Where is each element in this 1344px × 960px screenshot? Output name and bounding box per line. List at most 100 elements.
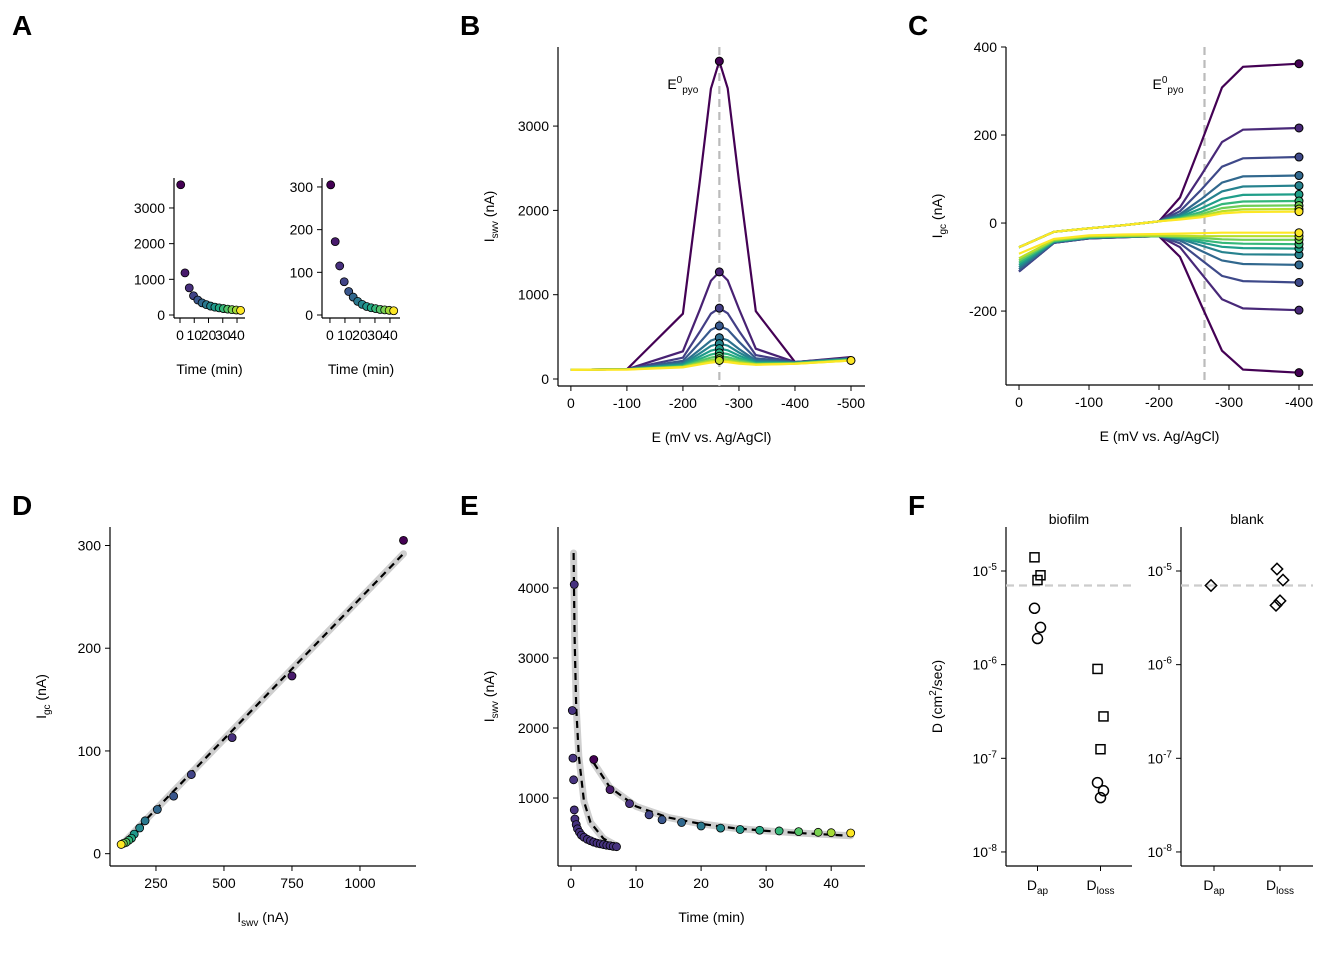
data-point — [180, 268, 190, 278]
text-part: D — [1027, 877, 1037, 893]
text-part: -6 — [1163, 656, 1172, 667]
annotation: E0pyo — [1153, 75, 1184, 96]
x-tick-label: 750 — [280, 875, 304, 891]
x-tick-label: 10 — [337, 327, 353, 343]
text-part: I — [481, 718, 497, 722]
x-tick-label: 10 — [628, 875, 644, 891]
text-part: 10 — [973, 563, 989, 579]
text-part: -7 — [1163, 749, 1172, 760]
text-part: I — [929, 235, 945, 239]
x-tick-label: 0 — [1015, 394, 1023, 410]
data-point — [1095, 743, 1106, 755]
marker — [1294, 123, 1304, 133]
text-part: 10 — [1148, 750, 1164, 766]
text-part: pyo — [1167, 85, 1184, 96]
data-point — [826, 828, 836, 838]
text-part: -5 — [1163, 562, 1172, 573]
y-tick-label: 2000 — [518, 720, 549, 736]
text-part: gc — [938, 224, 949, 235]
text-part: D — [1087, 877, 1097, 893]
text-part: 2 — [928, 690, 939, 696]
x-tick-label: 0 — [567, 395, 575, 411]
data-point — [813, 827, 823, 837]
data-point — [186, 770, 196, 779]
data-point — [1269, 598, 1283, 613]
y-tick-label: 10-7 — [973, 749, 998, 766]
y-tick-label: 200 — [974, 127, 998, 143]
y-tick-label: 10-6 — [973, 656, 998, 673]
text-part: -6 — [988, 656, 997, 667]
y-tick-label: 0 — [305, 307, 313, 323]
marker — [1294, 228, 1304, 238]
x-tick-label: 1000 — [344, 875, 375, 891]
curve — [1018, 231, 1299, 255]
data-point — [677, 818, 686, 827]
y-tick-label: 10-8 — [973, 843, 998, 860]
data-point — [1032, 574, 1043, 586]
marker — [1294, 277, 1304, 287]
text-part: -8 — [1163, 843, 1172, 854]
y-tick-label: 200 — [78, 640, 102, 656]
text-part: (nA) — [481, 191, 497, 221]
marker — [846, 355, 856, 365]
x-tick-label: Dap — [1027, 877, 1049, 897]
x-axis-label: Time (min) — [328, 361, 394, 377]
data-point — [236, 305, 245, 315]
facet-title: blank — [1230, 511, 1264, 527]
x-axis-label: E (mV vs. Ag/AgCl) — [652, 429, 772, 445]
text-part: 10 — [973, 657, 989, 673]
panel-label: D — [12, 490, 32, 521]
data-point — [755, 825, 765, 835]
text-part: I — [481, 238, 497, 242]
data-point — [644, 810, 654, 820]
text-part: E — [667, 76, 676, 92]
y-tick-label: 200 — [290, 222, 314, 238]
fit-band — [570, 549, 620, 850]
marker — [714, 355, 724, 365]
text-part: gc — [42, 704, 53, 715]
x-axis-label: Time (min) — [678, 909, 744, 925]
data-point — [625, 799, 634, 809]
text-part: 10 — [1148, 563, 1164, 579]
text-part: (nA) — [929, 194, 945, 224]
text-part: 10 — [973, 750, 989, 766]
x-tick-label: -400 — [781, 395, 809, 411]
panel-label: B — [460, 10, 480, 41]
marker — [714, 267, 724, 277]
x-tick-label: -100 — [1075, 394, 1103, 410]
y-tick-label: 0 — [541, 371, 549, 387]
marker — [1294, 59, 1304, 69]
text-part: 10 — [973, 844, 989, 860]
marker — [1294, 152, 1304, 162]
marker — [1294, 171, 1304, 181]
fit-line — [592, 762, 851, 837]
data-point — [1204, 578, 1218, 593]
text-part: ap — [1037, 886, 1049, 897]
x-axis-label: E (mV vs. Ag/AgCl) — [1100, 428, 1220, 444]
data-point — [569, 805, 579, 815]
text-part: D — [1266, 877, 1276, 893]
marker — [714, 321, 724, 331]
marker — [714, 303, 724, 313]
data-point — [1270, 562, 1284, 576]
data-point — [1092, 663, 1103, 675]
y-tick-label: 400 — [974, 39, 998, 55]
data-point — [335, 261, 345, 271]
marker — [714, 56, 724, 66]
y-tick-label: 2000 — [518, 202, 549, 218]
panel-label: E — [460, 490, 479, 521]
y-tick-label: 300 — [78, 537, 102, 553]
data-point — [657, 815, 667, 825]
text-part: -8 — [988, 843, 997, 854]
marker — [1294, 368, 1304, 378]
x-tick-label: 20 — [693, 875, 709, 891]
text-part: D — [1203, 877, 1213, 893]
data-point — [569, 775, 579, 785]
y-tick-label: 10-7 — [1148, 749, 1173, 766]
y-tick-label: 0 — [157, 307, 165, 323]
y-tick-label: 10-5 — [973, 562, 998, 579]
curve — [1018, 126, 1300, 249]
data-point — [326, 180, 336, 190]
x-tick-label: 40 — [229, 327, 245, 343]
